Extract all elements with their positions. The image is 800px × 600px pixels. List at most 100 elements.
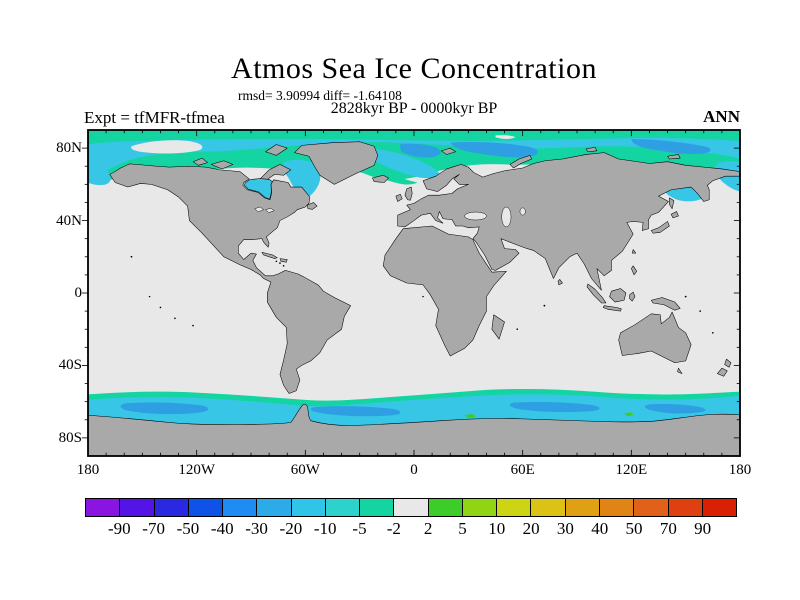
latitude-tick-label: 80N [56,140,82,157]
latitude-tick-label: 0 [74,285,83,301]
lakes-and-inland-seas [254,206,526,228]
caspian-sea [501,206,512,228]
island-sumatra [586,283,607,304]
landmass-eurasia [397,152,741,291]
season-label: ANN [703,107,740,126]
colorbar-tick-label: -10 [313,519,337,538]
island-sri-lanka [557,279,563,286]
colorbar-tick-label: 5 [458,519,467,538]
plot-title: Atmos Sea Ice Concentration [231,52,597,85]
colorbar-tick-label: 2 [423,519,433,538]
colorbar-tick-label: -20 [279,519,303,538]
island-philippines [631,265,638,276]
east-siberian-blue-patch [631,139,711,155]
colorbar-segment [154,499,189,516]
colorbar-segment [565,499,600,516]
island-great-britain [404,186,413,201]
island-ireland [395,194,403,202]
stats-line: rmsd= 3.90994 diff= -1.64108 [238,88,402,103]
island-cuba [261,251,278,259]
colorbar-segment [325,499,361,516]
map-border [87,129,741,457]
longitude-tick-label: 60E [510,462,535,478]
beaufort-no-change-patch [131,140,203,154]
colorbar-tick-label: 30 [556,519,574,538]
island-hispaniola [279,258,288,263]
landmass-antarctica [87,403,741,457]
hudson-bay-cyan-fill [243,178,273,200]
colorbar-tick-label: 10 [488,519,506,538]
island-newfoundland [306,202,318,210]
world-map-plot [81,129,741,457]
baffin-bay-cyan [283,159,321,199]
island-honshu [650,221,670,234]
colorbar-tick-label: 20 [522,519,540,538]
southern-blue-patch-4 [644,404,706,414]
antarctic-coast-green-spot-1 [464,413,476,419]
lake-erie-ontario [265,207,275,213]
colorbar-tick-label: -70 [142,519,165,538]
island-new-zealand-north [724,358,732,368]
colorbar-segment [223,499,258,516]
longitude-tick-label: 120W [178,462,215,478]
landmass-americas [109,163,351,394]
colorbar-tick-label: -2 [386,519,401,538]
colorbar-segment [120,499,155,516]
colorbar-tick-label: -50 [176,519,200,538]
island-sulawesi [629,291,636,302]
island-borneo [609,288,627,303]
black-sea [464,211,487,221]
island-iceland [372,175,389,183]
colorbar-tick-label: 70 [659,519,677,538]
landmass-greenland [294,141,379,185]
longitude-tick-label: 180 [76,462,100,478]
colorbar-segment [360,499,395,516]
island-hokkaido [670,211,679,219]
island-svalbard [440,147,456,155]
aral-sea [519,207,526,216]
island-madagascar [491,314,505,340]
island-severnaya-zemlya [585,146,598,153]
colorbar-segment [188,499,224,516]
longitude-tick-label: 60W [290,462,320,478]
period-line: 2828kyr BP - 0000kyr BP [330,100,498,117]
colorbar-segment [257,499,292,516]
island-sakhalin [669,197,675,210]
latitude-tick-label: 40N [56,212,82,229]
colorbar-segment [497,499,532,516]
colorbar-segment [291,499,326,516]
southern-cyan-band [88,394,740,427]
longitude-tick-label: 180 [728,462,752,478]
arctic-cyan-band [88,137,740,178]
small-islands-specks [130,255,714,334]
island-new-siberian [667,154,681,160]
island-novaya-zemlya [509,155,532,169]
colorbar-tick-label: -90 [107,519,131,538]
barents-blue-patch [450,141,538,158]
island-banks [192,157,208,166]
colorbar-tick-label: 50 [625,519,643,538]
island-taiwan [631,249,637,254]
islands [192,144,732,377]
colorbar-tick-label: 90 [694,519,712,538]
longitude-tick-label: 120E [615,462,648,478]
antarctic-coast-green-spot-2 [624,412,634,417]
colorbar-segment [86,499,121,516]
greenland-sea-blue-patch [399,143,441,158]
colorbar-segment [462,499,498,516]
island-java [602,305,622,312]
southern-blue-patch-2 [310,406,401,417]
colorbar-segment [428,499,463,516]
landmass-africa [382,225,507,357]
island-victoria [210,160,234,170]
colorbar-segment [668,499,703,516]
southern-blue-patch-1 [120,402,209,415]
colorbar-segment [702,499,737,516]
bering-west-cyan-patch [88,162,111,186]
sea-ice-anomaly-south [88,388,740,427]
colorbar-tick-label: -30 [245,519,268,538]
colorbar-segment [634,499,669,516]
latitude-tick-label: 80S [58,429,82,446]
southern-blue-patch-3 [509,402,600,413]
colorbar-tick-label: -40 [210,519,234,538]
